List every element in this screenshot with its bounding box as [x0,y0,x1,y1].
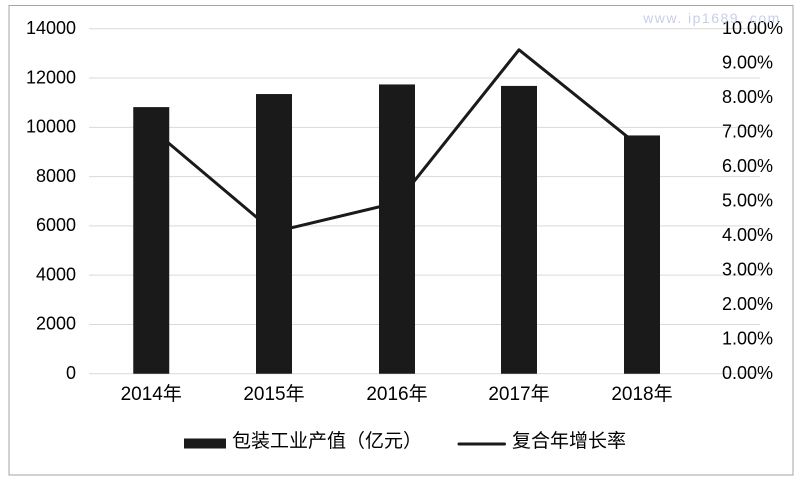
svg-text:2014年: 2014年 [121,383,182,405]
svg-text:9.00%: 9.00% [722,53,773,73]
svg-text:复合年增长率: 复合年增长率 [512,430,626,452]
svg-text:3.00%: 3.00% [722,260,773,280]
svg-text:6.00%: 6.00% [722,156,773,176]
svg-text:8000: 8000 [36,166,76,186]
svg-text:4.00%: 4.00% [722,225,773,245]
svg-text:8.00%: 8.00% [722,87,773,107]
svg-text:5.00%: 5.00% [722,191,773,211]
svg-text:10000: 10000 [26,117,76,137]
svg-text:2017年: 2017年 [488,383,549,405]
svg-text:2015年: 2015年 [243,383,304,405]
svg-text:2016年: 2016年 [366,383,427,405]
svg-text:0.00%: 0.00% [722,363,773,383]
svg-text:14000: 14000 [26,18,76,38]
svg-text:2018年: 2018年 [611,383,672,405]
svg-text:6000: 6000 [36,215,76,235]
svg-text:4000: 4000 [36,264,76,284]
svg-text:www. ip1689. com: www. ip1689. com [642,10,781,26]
svg-text:1.00%: 1.00% [722,329,773,349]
svg-text:7.00%: 7.00% [722,122,773,142]
svg-text:2000: 2000 [36,314,76,334]
svg-text:2.00%: 2.00% [722,294,773,314]
svg-text:0: 0 [66,363,76,383]
svg-text:包装工业产值（亿元）: 包装工业产值（亿元） [232,430,422,452]
svg-text:12000: 12000 [26,67,76,87]
